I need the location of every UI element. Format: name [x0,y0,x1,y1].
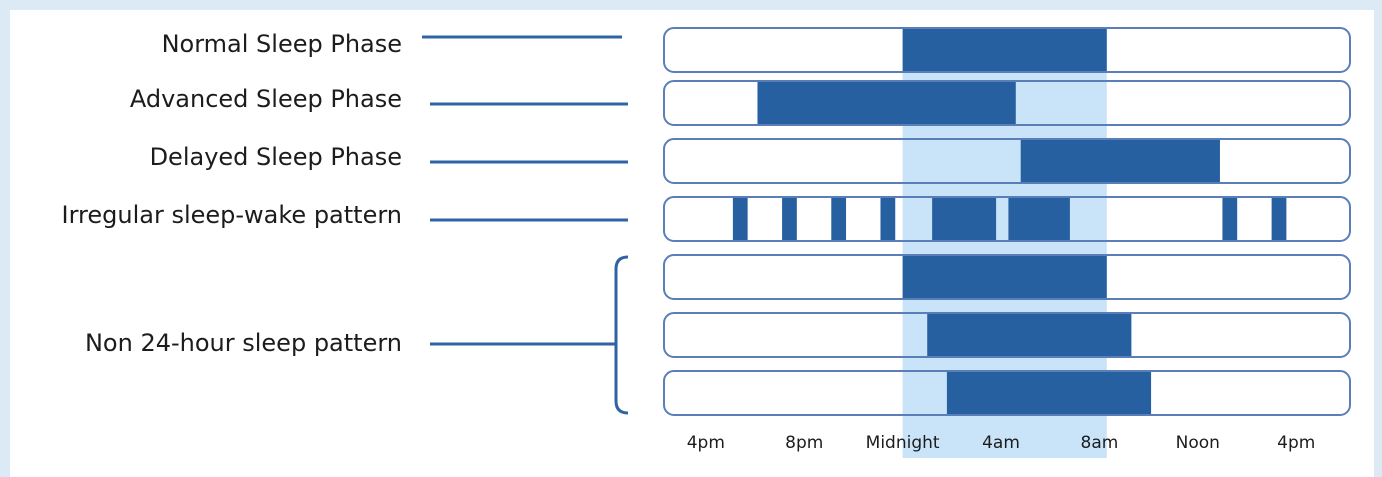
sleep-segment [902,29,1107,71]
row-label: Non 24-hour sleep pattern [85,329,402,357]
x-tick-label: 4pm [687,433,725,453]
sleep-segment [1222,198,1238,240]
group-bracket [614,255,629,415]
sleep-segment [1020,140,1220,182]
bar-outline [663,80,1351,126]
pattern-bar [663,27,1351,73]
sleep-segment [880,198,896,240]
sleep-segment [732,198,748,240]
pattern-bar [663,80,1351,126]
bar-outline [663,27,1351,73]
sleep-segment [782,198,797,240]
x-tick-label: Noon [1176,433,1220,453]
sleep-segment [1271,198,1287,240]
sleep-segment [932,198,997,240]
bar-outline [663,312,1351,358]
x-tick-label: 4am [982,433,1020,453]
bar-outline [663,138,1351,184]
x-tick-label: Midnight [866,433,940,453]
pattern-bar [663,196,1351,242]
sleep-segment [1008,198,1070,240]
sleep-segment [902,256,1107,298]
sleep-segment [946,372,1152,414]
pattern-bar [663,254,1351,300]
sleep-segment [757,82,1016,124]
row-label: Irregular sleep-wake pattern [62,201,403,229]
pattern-bar [663,370,1351,416]
sleep-segment [927,314,1132,356]
bar-outline [663,370,1351,416]
x-tick-label: 4pm [1277,433,1315,453]
sleep-segment [831,198,847,240]
pattern-bar [663,138,1351,184]
bar-outline [663,196,1351,242]
row-label: Advanced Sleep Phase [130,85,402,113]
x-tick-label: 8pm [785,433,823,453]
pattern-bar [663,312,1351,358]
row-label: Delayed Sleep Phase [150,143,402,171]
bar-outline [663,254,1351,300]
x-tick-label: 8am [1081,433,1119,453]
row-label: Normal Sleep Phase [162,30,402,58]
